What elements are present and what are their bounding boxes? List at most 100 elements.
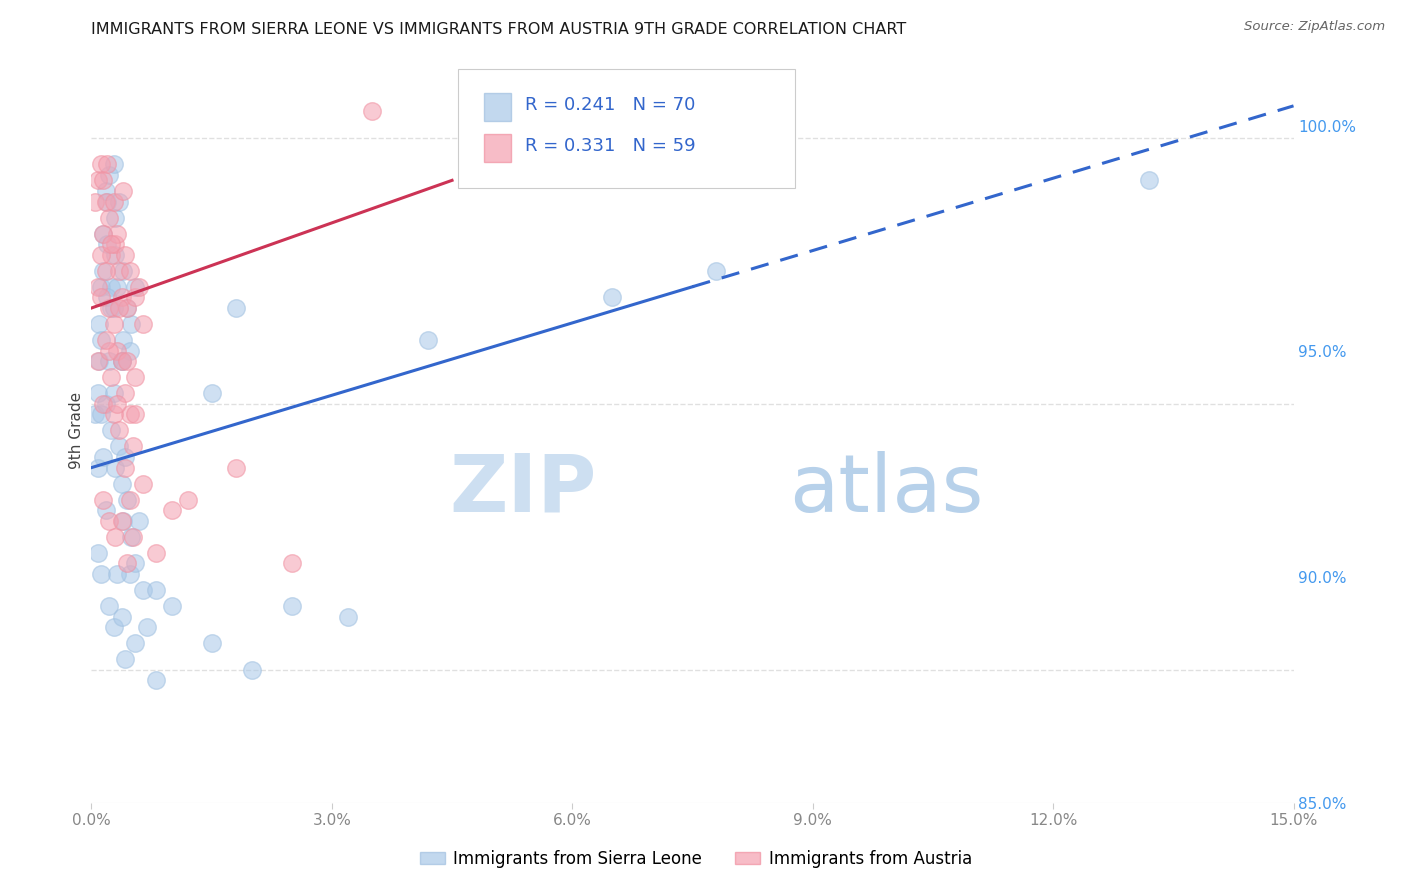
Point <box>84 194 107 209</box>
Point <box>124 408 146 422</box>
Point <box>225 301 247 315</box>
Point <box>98 354 121 368</box>
Point <box>117 557 139 571</box>
Point <box>117 354 139 368</box>
Point <box>111 354 134 368</box>
Point <box>111 609 134 624</box>
Point <box>112 184 135 198</box>
Point <box>87 354 110 368</box>
Point <box>98 343 121 358</box>
Point <box>103 620 125 634</box>
Point <box>94 397 117 411</box>
Point <box>114 248 136 262</box>
Point <box>132 476 155 491</box>
Point <box>93 264 115 278</box>
Point <box>111 354 134 368</box>
Y-axis label: 9th Grade: 9th Grade <box>69 392 84 469</box>
Point <box>87 173 110 187</box>
Point <box>117 301 139 315</box>
Point <box>112 333 135 347</box>
Point <box>100 248 122 262</box>
Point <box>111 476 134 491</box>
Point <box>108 301 131 315</box>
Point <box>108 264 131 278</box>
Point <box>124 557 146 571</box>
Point <box>145 582 167 597</box>
Point <box>96 157 118 171</box>
Point <box>118 567 141 582</box>
Point <box>93 227 115 241</box>
Point <box>111 290 134 304</box>
Point <box>104 460 127 475</box>
Point <box>122 530 145 544</box>
Point <box>124 279 146 293</box>
Point <box>93 173 115 187</box>
Point <box>87 279 110 293</box>
Point <box>112 264 135 278</box>
Point <box>90 157 112 171</box>
Point <box>94 184 117 198</box>
Point <box>90 248 112 262</box>
Point <box>117 492 139 507</box>
Point <box>128 514 150 528</box>
Point <box>108 194 131 209</box>
Point <box>121 530 143 544</box>
Point <box>132 317 155 331</box>
Point <box>111 514 134 528</box>
Point <box>108 424 131 438</box>
Point <box>87 546 110 560</box>
Point <box>105 227 128 241</box>
Point <box>118 408 141 422</box>
Point <box>118 343 141 358</box>
Point <box>105 279 128 293</box>
Point <box>136 620 159 634</box>
FancyBboxPatch shape <box>458 70 794 188</box>
Point <box>128 279 150 293</box>
Point <box>336 609 359 624</box>
Point <box>98 599 121 613</box>
Point <box>87 386 110 401</box>
Point <box>100 424 122 438</box>
FancyBboxPatch shape <box>485 134 510 162</box>
Point <box>104 237 127 252</box>
Point <box>114 460 136 475</box>
Text: R = 0.331   N = 59: R = 0.331 N = 59 <box>526 136 696 155</box>
Point <box>104 530 127 544</box>
Point <box>145 673 167 688</box>
Point <box>103 408 125 422</box>
Point <box>121 317 143 331</box>
Point <box>281 599 304 613</box>
Point <box>93 397 115 411</box>
Text: ZIP: ZIP <box>449 451 596 529</box>
Point <box>602 290 624 304</box>
Point <box>103 386 125 401</box>
Point <box>94 264 117 278</box>
Point <box>706 264 728 278</box>
Point <box>100 237 122 252</box>
Point <box>201 386 224 401</box>
Point <box>103 157 125 171</box>
Point <box>416 333 439 347</box>
Point <box>114 386 136 401</box>
Point <box>105 567 128 582</box>
Point <box>90 567 112 582</box>
Point <box>114 652 136 666</box>
Point <box>108 439 131 453</box>
Point <box>176 492 198 507</box>
Point <box>112 514 135 528</box>
Point <box>122 439 145 453</box>
Point <box>103 317 125 331</box>
Point <box>104 211 127 225</box>
Point <box>360 104 382 119</box>
Text: atlas: atlas <box>789 451 983 529</box>
Point <box>98 514 121 528</box>
Point <box>104 248 127 262</box>
Point <box>118 492 141 507</box>
Point <box>93 227 115 241</box>
Point <box>103 301 125 315</box>
Point <box>96 194 118 209</box>
Text: IMMIGRANTS FROM SIERRA LEONE VS IMMIGRANTS FROM AUSTRIA 9TH GRADE CORRELATION CH: IMMIGRANTS FROM SIERRA LEONE VS IMMIGRAN… <box>91 22 907 37</box>
Point <box>90 408 112 422</box>
Point <box>89 317 111 331</box>
Point <box>98 211 121 225</box>
